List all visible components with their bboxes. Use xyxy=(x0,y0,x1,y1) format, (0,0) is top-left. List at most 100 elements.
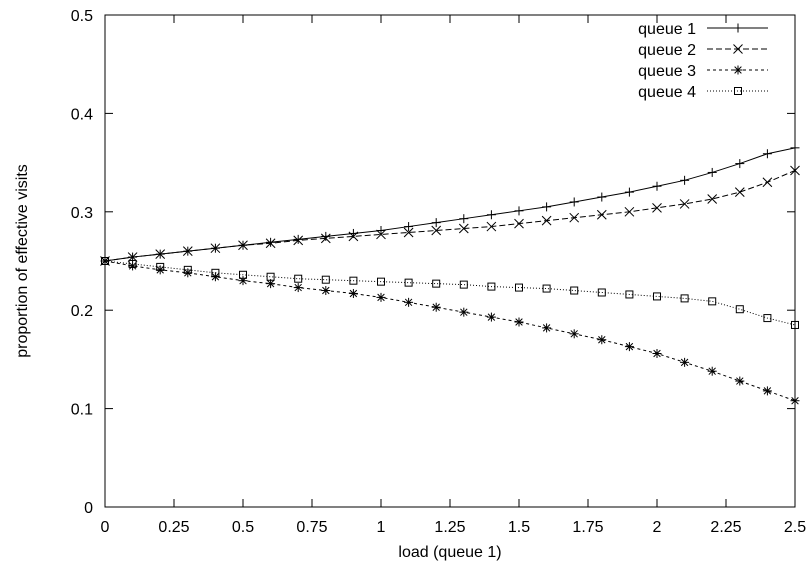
x-tick-label: 0.25 xyxy=(158,519,189,536)
data-point-queue-1 xyxy=(404,222,414,232)
series-line-queue-1 xyxy=(104,147,796,262)
data-point-queue-4 xyxy=(597,288,606,297)
plot-frame xyxy=(104,14,796,508)
data-point-queue-4 xyxy=(404,278,413,287)
data-point-queue-2 xyxy=(486,221,497,232)
series-line-queue-2 xyxy=(104,170,796,262)
data-point-queue-1 xyxy=(459,214,469,224)
series-line-queue-3 xyxy=(104,260,796,402)
series-queue-1 xyxy=(100,143,800,266)
data-point-queue-2 xyxy=(348,231,359,242)
series-queue-2 xyxy=(100,165,800,266)
y-axis-label: proportion of effective visits xyxy=(14,164,31,358)
data-point-queue-2 xyxy=(514,218,524,229)
data-point-queue-2 xyxy=(762,177,773,188)
data-point-queue-3 xyxy=(762,386,772,396)
legend-marker xyxy=(733,44,743,54)
y-tick-label: 0.3 xyxy=(71,205,93,222)
x-tick-label: 0.5 xyxy=(232,519,254,536)
legend-item-queue-3: queue 3 xyxy=(638,63,768,80)
data-point-queue-1 xyxy=(652,181,662,191)
data-point-queue-4 xyxy=(542,284,551,293)
legend-marker xyxy=(733,65,743,75)
data-point-queue-3 xyxy=(680,357,690,367)
legend-label: queue 4 xyxy=(638,84,696,101)
x-axis-ticks: 0 0.25 0.5 0.75 1 1.25 1.5 1.75 2 2.25 2.5 xyxy=(101,15,806,536)
data-point-queue-4 xyxy=(625,290,634,299)
data-point-queue-1 xyxy=(486,210,496,220)
data-point-queue-1 xyxy=(321,231,331,241)
data-point-queue-4 xyxy=(294,274,303,283)
data-point-queue-2 xyxy=(155,249,166,259)
data-point-queue-2 xyxy=(182,246,193,257)
x-tick-label: 2 xyxy=(653,519,662,536)
data-point-queue-4 xyxy=(487,282,496,291)
series-queue-4 xyxy=(101,257,799,329)
y-tick-label: 0.5 xyxy=(71,8,93,25)
data-point-queue-3 xyxy=(459,307,469,317)
data-point-queue-3 xyxy=(486,312,496,322)
data-point-queue-2 xyxy=(596,209,607,220)
y-tick-label: 0.1 xyxy=(71,402,93,419)
data-point-queue-4 xyxy=(128,259,137,268)
y-tick-label: 0.4 xyxy=(71,106,93,123)
legend-label: queue 1 xyxy=(638,21,696,38)
data-point-queue-3 xyxy=(652,348,662,358)
x-tick-label: 0 xyxy=(101,519,110,536)
x-tick-label: 1.75 xyxy=(572,519,603,536)
data-point-queue-4 xyxy=(515,283,523,292)
data-point-queue-4 xyxy=(653,292,661,301)
data-point-queue-2 xyxy=(679,199,690,209)
data-point-queue-1 xyxy=(707,167,717,177)
data-point-queue-4 xyxy=(239,270,247,279)
data-point-queue-3 xyxy=(514,317,524,327)
data-point-queue-3 xyxy=(348,288,358,298)
data-point-queue-3 xyxy=(321,286,331,296)
y-tick-label: 0.2 xyxy=(71,303,93,320)
series-layer xyxy=(100,143,800,406)
data-point-queue-4 xyxy=(708,297,717,306)
x-tick-label: 0.75 xyxy=(296,519,327,536)
data-point-queue-4 xyxy=(183,265,192,274)
data-point-queue-4 xyxy=(377,277,385,286)
legend-marker xyxy=(733,23,743,33)
legend-item-queue-2: queue 2 xyxy=(638,42,768,59)
data-point-queue-1 xyxy=(597,192,607,202)
data-point-queue-2 xyxy=(458,223,469,234)
data-point-queue-4 xyxy=(763,314,772,323)
y-tick-label: 0 xyxy=(84,500,93,517)
data-point-queue-3 xyxy=(293,283,303,293)
data-point-queue-3 xyxy=(569,329,579,339)
data-point-queue-3 xyxy=(404,297,414,307)
data-point-queue-3 xyxy=(376,292,386,302)
x-tick-label: 1.5 xyxy=(508,519,530,536)
legend-item-queue-1: queue 1 xyxy=(638,21,768,38)
data-point-queue-1 xyxy=(376,225,386,235)
data-point-queue-2 xyxy=(210,243,221,254)
data-point-queue-2 xyxy=(265,238,276,249)
data-point-queue-4 xyxy=(349,276,358,285)
data-point-queue-1 xyxy=(735,159,745,169)
data-point-queue-1 xyxy=(542,202,552,212)
y-axis-ticks: 0 0.1 0.2 0.3 0.4 0.5 xyxy=(71,8,795,517)
legend: queue 1 queue 2 queue 3 queue 4 xyxy=(638,21,768,101)
data-point-queue-1 xyxy=(266,237,276,247)
data-point-queue-2 xyxy=(320,233,331,244)
legend-label: queue 3 xyxy=(638,63,696,80)
data-point-queue-2 xyxy=(624,206,635,217)
x-tick-label: 2.5 xyxy=(784,519,806,536)
data-point-queue-3 xyxy=(624,342,634,352)
data-point-queue-1 xyxy=(431,218,441,228)
data-point-queue-4 xyxy=(321,275,330,284)
data-point-queue-4 xyxy=(735,305,744,314)
data-point-queue-4 xyxy=(432,279,441,288)
data-point-queue-1 xyxy=(514,206,524,216)
data-point-queue-1 xyxy=(293,234,303,244)
legend-label: queue 2 xyxy=(638,42,696,59)
data-point-queue-2 xyxy=(734,187,745,197)
data-point-queue-3 xyxy=(542,323,552,333)
legend-item-queue-4: queue 4 xyxy=(638,84,768,101)
legend-marker xyxy=(734,87,742,95)
x-tick-label: 1 xyxy=(377,519,386,536)
